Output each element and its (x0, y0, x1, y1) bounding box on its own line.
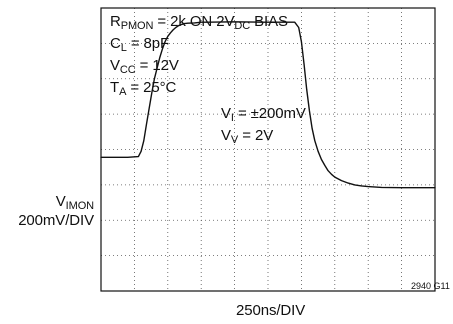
sig-vv-symbol: V (221, 127, 231, 144)
signal-label-vv: VV = 2V (221, 127, 274, 146)
cond-ta-sub: A (119, 86, 127, 98)
cond-rpmon-value: = 2k ON 2V (153, 13, 235, 30)
cond-rpmon-sub: PMON (120, 20, 154, 32)
sig-vv-value: = 2V (238, 127, 274, 144)
cond-vcc-sub: CC (119, 64, 136, 76)
cond-rpmon-symbol: R (110, 13, 121, 30)
cond-rpmon-bias: BIAS (250, 13, 288, 30)
cond-vcc-value: = 12V (135, 57, 179, 74)
condition-ta: TA = 25°C (110, 79, 177, 98)
cond-cl-value: = 8pF (126, 35, 170, 52)
condition-vcc: VCC = 12V (110, 57, 179, 76)
cond-cl-sub: L (120, 42, 127, 54)
waveform-trace (100, 21, 436, 189)
y-axis-scale: 200mV/DIV (18, 213, 94, 229)
sig-vi-sub: I (230, 112, 234, 124)
sig-vv-sub: V (230, 134, 239, 146)
cond-ta-symbol: T (110, 79, 120, 96)
plot-frame (100, 7, 436, 292)
cond-ta-value: = 25°C (126, 79, 177, 96)
y-axis-label: VIMON (55, 193, 94, 212)
cond-rpmon-sub2: DC (234, 20, 251, 32)
condition-cl: CL = 8pF (110, 35, 170, 54)
condition-rpmon: RPMON = 2k ON 2VDC BIAS (110, 13, 288, 32)
cond-cl-symbol: C (110, 35, 121, 52)
y-label-sub: IMON (65, 200, 94, 212)
cond-vcc-symbol: V (110, 57, 120, 74)
sig-vi-symbol: V (221, 105, 231, 122)
signal-label-vi: VI = ±200mV (221, 105, 306, 124)
y-label-symbol: V (55, 193, 66, 210)
figure-id: 2940 G11 (411, 281, 450, 291)
y-scale-text: 200mV/DIV (18, 212, 94, 229)
sig-vi-value: = ±200mV (233, 105, 306, 122)
x-axis-label: 250ns/DIV (236, 303, 305, 319)
figure-id-text: 2940 G11 (411, 281, 450, 291)
x-scale-text: 250ns/DIV (236, 302, 306, 319)
